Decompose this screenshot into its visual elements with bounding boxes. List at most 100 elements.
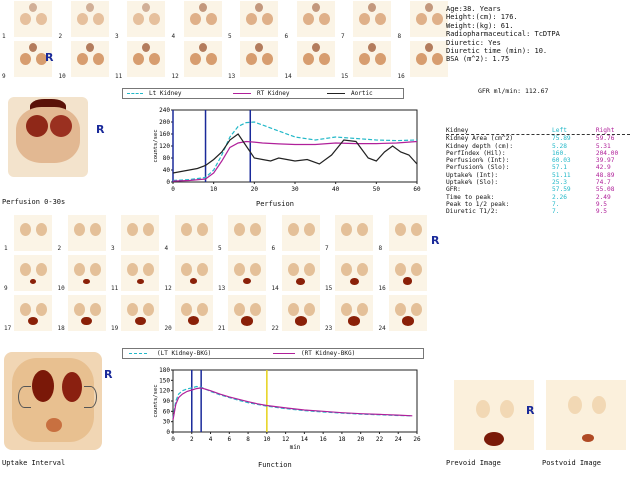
frame-number: 3 — [111, 245, 115, 252]
frame-number: 4 — [171, 33, 176, 40]
x-tick-label: 6 — [227, 436, 231, 443]
perfusion-frame — [353, 1, 391, 37]
table-cell: Time to peak: — [446, 193, 495, 201]
frame-number: 12 — [171, 73, 179, 80]
y-tick-label: 150 — [159, 377, 170, 384]
table-cell: Peak to 1/2 peak: — [446, 200, 510, 208]
patient-line: Age:38. Years — [446, 5, 501, 13]
y-tick-label: 120 — [159, 143, 170, 150]
table-cell: 7. — [552, 200, 560, 208]
x-tick-label: 18 — [338, 436, 346, 443]
x-tick-label: 8 — [246, 436, 250, 443]
y-tick-label: 120 — [159, 388, 170, 395]
function-legend: (LT Kidney-BKG) (RT Kidney-BKG) — [122, 348, 424, 359]
perfusion-frame — [14, 1, 52, 37]
y-axis-label: counts/sec — [153, 384, 159, 417]
y-tick-label: 80 — [163, 155, 171, 162]
legend-swatch-right — [233, 93, 251, 94]
x-tick-label: 40 — [332, 186, 340, 193]
x-tick-label: 10 — [263, 436, 271, 443]
perfusion-frame — [409, 1, 448, 37]
table-header-cell: Left — [552, 127, 567, 134]
y-tick-label: 60 — [163, 408, 171, 415]
dynamic-frame — [121, 215, 159, 251]
y-tick-label: 0 — [166, 429, 170, 436]
postvoid-label: Postvoid Image — [542, 459, 602, 467]
dynamic-frame — [335, 295, 373, 331]
frame-number: 6 — [271, 245, 276, 252]
frame-number: 2 — [58, 33, 63, 40]
table-cell: 2.49 — [595, 193, 611, 201]
frame-number: 16 — [378, 285, 386, 292]
table-cell: 7. — [552, 208, 560, 216]
postvoid-image — [546, 380, 626, 450]
dynamic-frame — [281, 215, 320, 251]
series-line — [172, 121, 418, 182]
frame-number: 13 — [228, 73, 236, 80]
function-chart-title: Function — [258, 461, 292, 469]
frame-number: 8 — [378, 245, 383, 252]
table-header-row: Kidney Left Right — [444, 127, 632, 134]
dynamic-frame — [388, 215, 427, 251]
x-tick-label: 50 — [373, 186, 381, 193]
perfusion-frame — [409, 41, 448, 77]
dynamic-frame — [388, 295, 427, 331]
legend-label-right: RT Kidney — [257, 90, 290, 97]
dynamic-frame — [67, 295, 106, 331]
prevoid-label: Prevoid Image — [446, 459, 501, 467]
table-cell: 57.59 — [552, 186, 571, 194]
perfusion-frame — [353, 41, 391, 77]
dynamic-frame — [228, 215, 266, 251]
dynamic-frame — [14, 255, 52, 291]
table-cell: 25.3 — [552, 179, 567, 187]
frame-number: 5 — [218, 245, 222, 252]
table-cell: Uptake% (Int): — [446, 171, 499, 179]
table-header-cell: Kidney — [446, 127, 469, 134]
frame-number: 12 — [164, 285, 172, 292]
frame-number: 14 — [271, 285, 279, 292]
frame-number: 1 — [2, 33, 6, 40]
plot-area — [172, 369, 418, 433]
table-row: Peak to 1/2 peak: 7. 9.5 — [444, 201, 632, 208]
frame-number: 17 — [4, 325, 12, 332]
frame-number: 9 — [4, 285, 8, 292]
perfusion-frame — [240, 1, 278, 37]
table-cell: 60.03 — [552, 157, 571, 165]
right-marker: R — [104, 368, 113, 381]
perfusion-frame — [296, 41, 335, 77]
y-tick-label: 180 — [159, 367, 170, 374]
table-cell: 51.11 — [552, 171, 571, 179]
perfusion-chart: 0 40 80 120 160 200 240 0 10 20 30 40 50 60 counts/sec — [153, 107, 421, 193]
perfusion-frame — [296, 1, 335, 37]
x-tick-label: 10 — [210, 186, 218, 193]
dynamic-frame — [174, 295, 213, 331]
legend-label-aortic: Aortic — [351, 90, 373, 97]
x-tick-label: 12 — [282, 436, 290, 443]
dynamic-frame — [281, 295, 320, 331]
table-cell: PerfIndex (Hil): — [446, 149, 506, 157]
table-cell: 48.89 — [595, 171, 615, 179]
table-row: Kidney Area (cm^2) 75.89 59.76 — [444, 135, 632, 142]
frame-number: 7 — [341, 33, 345, 40]
frame-number: 15 — [325, 285, 333, 292]
dynamic-frame — [67, 255, 106, 291]
legend-label-right: (RT Kidney-BKG) — [301, 350, 356, 357]
table-cell: Kidney Area (cm^2) — [446, 135, 514, 143]
perfusion-frame — [240, 41, 278, 77]
table-cell: 9.5 — [595, 208, 608, 216]
perfusion-frame — [127, 41, 165, 77]
frame-number: 10 — [57, 285, 65, 292]
series-line — [172, 387, 413, 421]
dynamic-frame — [228, 255, 266, 291]
uptake-image-label: Uptake Interval — [2, 459, 66, 467]
patient-line: Diuretic time (min): 10. — [446, 47, 548, 56]
frame-number: 15 — [341, 73, 349, 80]
perfusion-frame — [183, 41, 222, 77]
series-line — [172, 140, 418, 182]
frame-number: 11 — [115, 73, 123, 80]
table-cell: 59.76 — [595, 135, 615, 143]
table-cell: 75.89 — [552, 135, 571, 143]
dynamic-frame — [388, 255, 427, 291]
dynamic-frame — [121, 255, 159, 291]
